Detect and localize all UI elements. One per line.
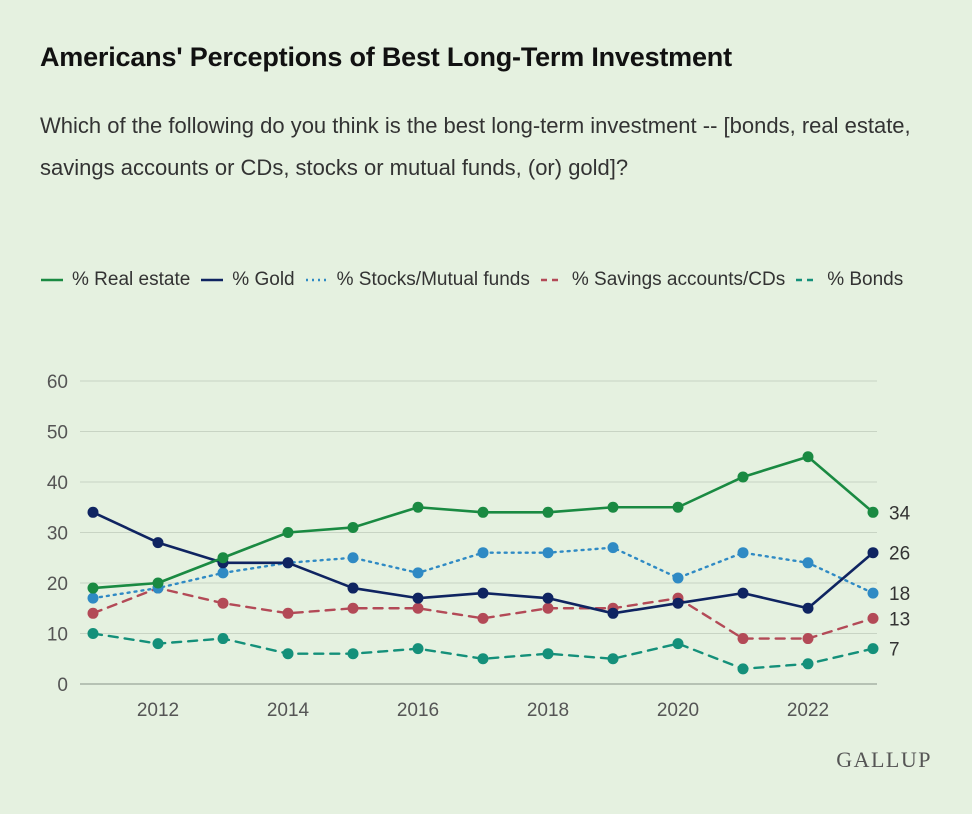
end-value-label: 13 bbox=[889, 609, 910, 630]
data-point bbox=[802, 633, 814, 645]
data-point bbox=[347, 582, 359, 594]
data-point bbox=[282, 527, 294, 538]
legend-item: % Gold bbox=[200, 262, 295, 298]
legend-item: % Real estate bbox=[40, 262, 190, 298]
legend-label: % Bonds bbox=[827, 269, 904, 290]
data-point bbox=[412, 501, 424, 513]
data-point bbox=[607, 653, 619, 665]
legend-label: % Savings accounts/CDs bbox=[571, 269, 786, 290]
data-point bbox=[477, 653, 489, 665]
data-point bbox=[867, 506, 879, 518]
data-point bbox=[867, 612, 879, 624]
y-tick-label: 60 bbox=[47, 372, 68, 393]
x-tick-label: 2016 bbox=[397, 700, 439, 721]
data-point bbox=[672, 638, 684, 650]
data-point bbox=[477, 612, 489, 624]
data-point bbox=[87, 506, 99, 518]
data-point bbox=[802, 602, 814, 614]
legend-item: % Stocks/Mutual funds bbox=[305, 262, 530, 298]
data-point bbox=[477, 506, 489, 518]
data-point bbox=[217, 597, 229, 609]
gallup-logo: GALLUP bbox=[836, 747, 932, 772]
data-point bbox=[477, 587, 489, 599]
x-tick-label: 2018 bbox=[527, 700, 569, 721]
y-tick-label: 0 bbox=[57, 675, 68, 696]
data-point bbox=[477, 547, 489, 559]
y-tick-label: 50 bbox=[47, 423, 68, 444]
chart-title: Americans' Perceptions of Best Long-Term… bbox=[40, 42, 732, 72]
data-point bbox=[672, 572, 684, 584]
legend-label: % Stocks/Mutual funds bbox=[336, 269, 530, 290]
data-point bbox=[737, 471, 749, 483]
data-point bbox=[87, 582, 99, 594]
legend-swatch bbox=[540, 278, 563, 282]
y-tick-label: 20 bbox=[47, 574, 68, 595]
data-point bbox=[347, 648, 359, 660]
end-value-label: 7 bbox=[889, 640, 900, 661]
data-point bbox=[412, 602, 424, 614]
legend-swatch bbox=[41, 278, 63, 282]
data-point bbox=[607, 542, 619, 554]
data-point bbox=[802, 557, 814, 569]
end-value-label: 34 bbox=[889, 503, 911, 524]
data-point bbox=[217, 567, 229, 579]
data-point bbox=[87, 607, 99, 619]
data-point bbox=[672, 597, 684, 609]
data-point bbox=[542, 648, 554, 660]
data-point bbox=[217, 552, 229, 564]
y-tick-label: 10 bbox=[47, 625, 68, 646]
data-point bbox=[412, 643, 424, 655]
end-value-label: 18 bbox=[889, 584, 910, 605]
data-point bbox=[867, 587, 879, 599]
data-point bbox=[152, 577, 164, 589]
data-point bbox=[347, 552, 359, 564]
series-line bbox=[91, 455, 875, 590]
legend-swatch bbox=[305, 278, 328, 282]
data-point bbox=[542, 547, 554, 559]
data-point bbox=[87, 628, 99, 639]
legend-label: % Gold bbox=[232, 269, 295, 290]
data-point bbox=[152, 638, 164, 650]
legend-swatch bbox=[796, 278, 819, 282]
end-value-label: 26 bbox=[889, 544, 910, 565]
x-tick-label: 2014 bbox=[267, 700, 310, 721]
legend: % Real estate % Gold % Stocks/Mutual funds… bbox=[40, 262, 940, 298]
data-point bbox=[412, 592, 424, 604]
chart-subtitle: Which of the following do you think is t… bbox=[40, 113, 911, 180]
data-point bbox=[737, 663, 749, 675]
data-point bbox=[347, 521, 359, 533]
x-tick-label: 2020 bbox=[657, 700, 699, 721]
data-point bbox=[737, 633, 749, 645]
data-point bbox=[867, 547, 879, 559]
data-point bbox=[87, 592, 99, 604]
y-tick-label: 30 bbox=[47, 524, 68, 545]
data-point bbox=[867, 643, 879, 655]
data-point bbox=[542, 592, 554, 604]
data-point bbox=[217, 633, 229, 645]
legend-swatch bbox=[201, 278, 224, 282]
data-point bbox=[737, 547, 749, 559]
data-point bbox=[802, 658, 814, 670]
data-point bbox=[607, 501, 619, 513]
data-point bbox=[282, 648, 294, 660]
legend-label: % Real estate bbox=[72, 269, 191, 290]
legend-item: % Bonds bbox=[795, 262, 903, 298]
y-tick-label: 40 bbox=[47, 473, 68, 494]
data-point bbox=[672, 501, 684, 513]
data-point bbox=[152, 537, 164, 549]
data-point bbox=[347, 602, 359, 614]
legend-item: % Savings accounts/CDs bbox=[540, 262, 785, 298]
data-point bbox=[607, 607, 619, 619]
x-tick-label: 2022 bbox=[787, 700, 829, 721]
data-point bbox=[542, 602, 554, 614]
data-point bbox=[802, 451, 814, 463]
data-point bbox=[542, 506, 554, 518]
data-point bbox=[282, 557, 294, 569]
data-point bbox=[282, 607, 294, 619]
x-tick-label: 2012 bbox=[137, 700, 179, 721]
data-point bbox=[412, 567, 424, 579]
data-point bbox=[737, 587, 749, 599]
